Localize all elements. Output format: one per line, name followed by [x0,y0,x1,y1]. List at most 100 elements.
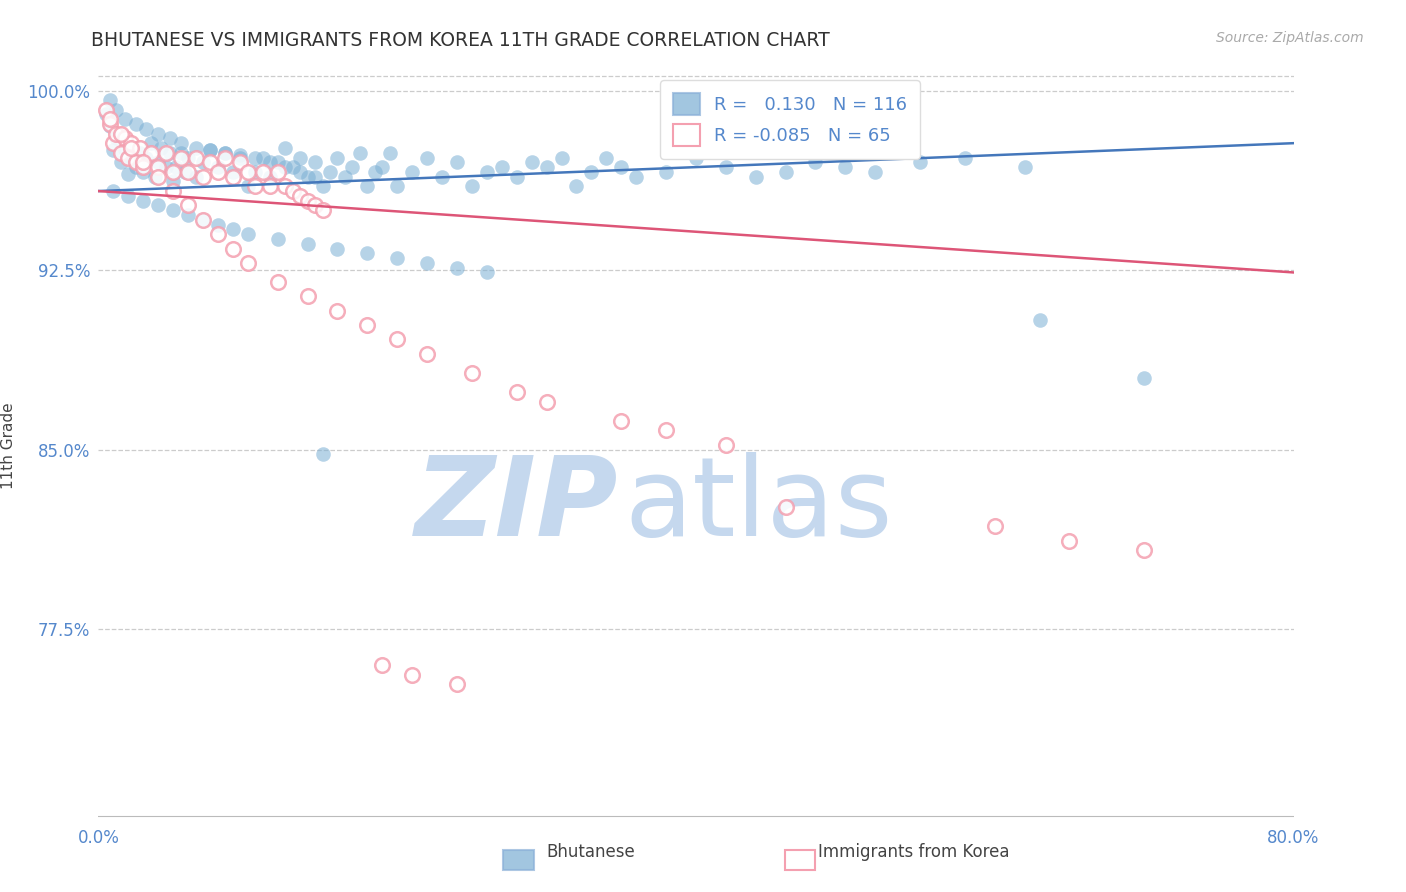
Point [245,179,267,194]
Point [385,333,409,347]
Point [267,275,290,289]
Point [378,145,401,160]
Point [775,500,797,514]
Point [184,169,207,184]
Point [132,160,155,174]
Legend: R =   0.130   N = 116, R = -0.085   N = 65: R = 0.130 N = 116, R = -0.085 N = 65 [661,80,920,159]
Point [356,318,378,332]
Point [162,184,184,198]
Point [1059,533,1081,548]
Point [288,165,311,179]
Point [148,169,170,184]
Point [245,151,267,165]
Point [304,155,326,169]
Point [267,232,290,246]
Point [155,160,177,174]
Point [626,169,648,184]
Point [132,165,155,179]
Point [103,136,125,151]
Point [1028,313,1050,327]
Point [326,151,349,165]
Text: Immigrants from Korea: Immigrants from Korea [818,843,1010,861]
Point [288,189,311,203]
Point [311,179,333,194]
Point [169,136,191,151]
Point [148,198,170,212]
Point [222,165,245,179]
Point [342,160,364,174]
Point [207,165,229,179]
Point [581,165,603,179]
Point [288,151,311,165]
Point [506,169,529,184]
Point [297,236,319,251]
Point [125,117,148,131]
Point [319,165,342,179]
Point [446,155,468,169]
Point [267,165,290,179]
Point [103,144,125,158]
Point [461,179,484,194]
Point [475,165,498,179]
Point [177,198,200,212]
Point [714,160,737,174]
Point [169,145,191,160]
Point [214,145,236,160]
Point [148,155,170,169]
Point [98,120,122,134]
Point [536,160,558,174]
Point [200,144,222,158]
Point [132,155,155,169]
Point [200,155,222,169]
Point [326,242,349,256]
Text: ZIP: ZIP [415,452,619,559]
Point [177,151,200,165]
Point [162,174,184,188]
Point [165,160,187,174]
Point [236,256,259,270]
Point [184,141,207,155]
Point [162,203,184,218]
Point [120,141,142,155]
Point [311,203,333,218]
Point [259,179,281,194]
Point [94,103,117,117]
Point [385,179,409,194]
Point [385,251,409,265]
Point [177,208,200,222]
Point [105,103,128,117]
Point [349,145,371,160]
Point [125,160,148,174]
Point [475,265,498,279]
Point [364,165,387,179]
Text: atlas: atlas [624,452,893,559]
Point [139,145,162,160]
Point [655,424,678,438]
Point [714,438,737,452]
Point [236,179,259,194]
Point [371,658,394,673]
Point [98,117,122,131]
Point [135,121,157,136]
Point [148,160,170,174]
Point [655,165,678,179]
Point [110,155,132,169]
Point [610,414,633,428]
Point [401,667,423,681]
Text: Source: ZipAtlas.com: Source: ZipAtlas.com [1216,31,1364,45]
Point [222,169,245,184]
Point [150,141,173,155]
Point [229,155,252,169]
Point [252,165,274,179]
Point [143,169,166,184]
Point [207,160,229,174]
Point [139,136,162,151]
Point [297,169,319,184]
Point [214,151,236,165]
Point [120,136,142,151]
Point [103,184,125,198]
Point [520,155,543,169]
Point [274,160,297,174]
Point [1133,543,1156,558]
Point [129,145,152,160]
